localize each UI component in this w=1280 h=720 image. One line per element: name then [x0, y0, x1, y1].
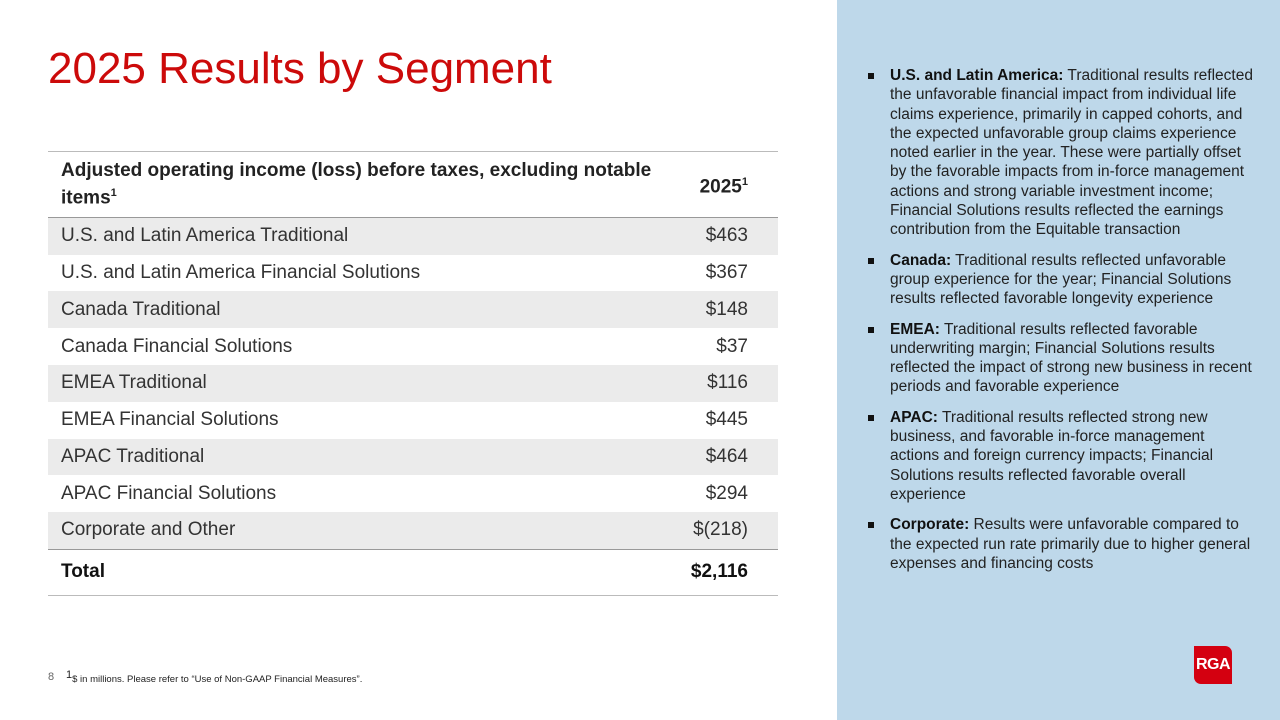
- segment-name: EMEA Traditional: [48, 365, 678, 402]
- segment-name: Corporate and Other: [48, 512, 678, 549]
- table-row: APAC Traditional $464: [48, 438, 778, 476]
- segment-value: $367: [705, 262, 748, 284]
- commentary-panel: [837, 0, 1280, 720]
- segment-name: U.S. and Latin America Traditional: [48, 217, 678, 255]
- page-title: 2025 Results by Segment: [48, 44, 552, 93]
- segment-name: APAC Traditional: [48, 438, 678, 476]
- commentary-list: U.S. and Latin America: Traditional resu…: [866, 66, 1256, 584]
- segment-value: $(218): [677, 512, 778, 549]
- bullet-item: APAC: Traditional results reflected stro…: [866, 408, 1256, 504]
- bullet-heading: APAC:: [890, 408, 938, 426]
- table-row: EMEA Financial Solutions $445: [48, 402, 778, 439]
- segment-value: $464: [677, 438, 778, 476]
- table-row: U.S. and Latin America Financial Solutio…: [48, 255, 778, 292]
- rga-logo: RGA: [1194, 646, 1232, 684]
- bullet-text: Traditional results reflected favorable …: [890, 320, 1252, 396]
- bullet-item: EMEA: Traditional results reflected favo…: [866, 320, 1256, 397]
- bullet-heading: Corporate:: [890, 516, 970, 534]
- segment-value: $37: [716, 335, 748, 357]
- total-row: Total $2,116: [48, 548, 778, 596]
- bullet-heading: U.S. and Latin America:: [890, 67, 1064, 84]
- table-row: Corporate and Other $(218): [48, 512, 778, 549]
- segment-value: $294: [705, 482, 748, 504]
- table-row: Canada Financial Solutions $37: [48, 328, 778, 365]
- bullet-item: Canada: Traditional results reflected un…: [866, 251, 1256, 309]
- segment-name: APAC Financial Solutions: [61, 482, 277, 504]
- table-header-row: Adjusted operating income (loss) before …: [48, 150, 778, 219]
- table-row: EMEA Traditional $116: [48, 365, 778, 402]
- bullet-text: Traditional results reflected the unfavo…: [890, 67, 1253, 239]
- header-year: 20251: [677, 150, 778, 219]
- segment-name: U.S. and Latin America Financial Solutio…: [61, 262, 421, 284]
- segment-value: $148: [677, 291, 778, 329]
- total-value: $2,116: [677, 548, 778, 596]
- bullet-text: Traditional results reflected unfavorabl…: [890, 251, 1232, 308]
- table-row: APAC Financial Solutions $294: [48, 475, 778, 512]
- bullet-heading: EMEA:: [890, 320, 940, 338]
- header-label: Adjusted operating income (loss) before …: [48, 150, 678, 219]
- table-row: Canada Traditional $148: [48, 291, 778, 329]
- segment-results-table: Adjusted operating income (loss) before …: [48, 150, 778, 596]
- segment-value: $463: [677, 217, 778, 255]
- bullet-text: Results were unfavorable compared to the…: [890, 516, 1251, 572]
- segment-name: Canada Traditional: [48, 291, 678, 329]
- total-label: Total: [48, 548, 678, 596]
- segment-name: Canada Financial Solutions: [61, 335, 293, 357]
- table-row: U.S. and Latin America Traditional $463: [48, 217, 778, 255]
- segment-value: $445: [705, 409, 748, 431]
- bullet-heading: Canada:: [890, 251, 952, 269]
- segment-value: $116: [677, 365, 778, 402]
- bullet-item: Corporate: Results were unfavorable comp…: [866, 515, 1256, 573]
- footnote: 1$ in millions. Please refer to “Use of …: [66, 669, 363, 686]
- segment-name: EMEA Financial Solutions: [61, 409, 279, 431]
- bullet-text: Traditional results reflected strong new…: [890, 408, 1214, 503]
- bullet-item: U.S. and Latin America: Traditional resu…: [866, 66, 1256, 240]
- page-number: 8: [48, 671, 55, 683]
